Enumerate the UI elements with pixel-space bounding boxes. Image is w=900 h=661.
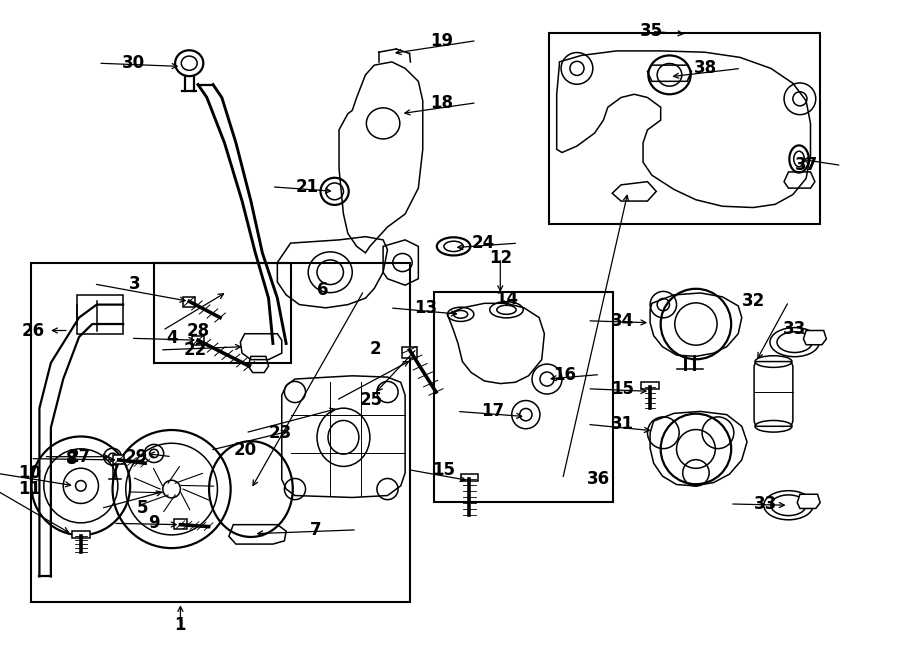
Text: 34: 34 [611, 312, 634, 330]
Text: 12: 12 [489, 249, 512, 267]
Bar [434, 292, 613, 502]
Polygon shape [461, 473, 478, 481]
Polygon shape [192, 336, 204, 346]
Polygon shape [175, 520, 186, 529]
Text: 21: 21 [295, 178, 319, 196]
Text: 31: 31 [611, 415, 634, 434]
Text: 14: 14 [495, 290, 518, 309]
Text: 17: 17 [481, 403, 504, 420]
Polygon shape [402, 347, 417, 358]
Text: 10: 10 [18, 464, 41, 482]
Text: 23: 23 [269, 424, 292, 442]
Polygon shape [804, 330, 826, 345]
Text: 37: 37 [795, 157, 818, 175]
Text: 24: 24 [472, 234, 494, 252]
Bar [31, 262, 410, 602]
Text: 16: 16 [554, 366, 576, 383]
Polygon shape [183, 297, 195, 307]
Text: 15: 15 [611, 380, 634, 398]
Text: 25: 25 [360, 391, 383, 409]
Text: 38: 38 [694, 59, 717, 77]
Text: 29: 29 [125, 447, 148, 466]
Text: 4: 4 [166, 329, 178, 347]
Text: 15: 15 [432, 461, 455, 479]
Text: 36: 36 [587, 471, 609, 488]
Text: 35: 35 [640, 22, 663, 40]
Text: 11: 11 [18, 480, 41, 498]
Text: 8: 8 [66, 449, 77, 467]
Text: 28: 28 [186, 321, 210, 340]
Text: 20: 20 [234, 442, 257, 459]
Polygon shape [797, 494, 820, 508]
Polygon shape [72, 531, 90, 537]
Text: 13: 13 [414, 299, 436, 317]
Text: 3: 3 [129, 275, 140, 293]
Text: 5: 5 [136, 500, 148, 518]
Text: 6: 6 [317, 282, 328, 299]
Text: 30: 30 [122, 54, 145, 72]
Text: 18: 18 [430, 94, 453, 112]
Text: 33: 33 [783, 320, 806, 338]
Text: 9: 9 [148, 514, 160, 532]
Text: 22: 22 [184, 341, 207, 359]
Bar [549, 33, 820, 223]
Bar [154, 262, 291, 363]
Text: 27: 27 [68, 447, 91, 466]
Text: 33: 33 [754, 495, 777, 513]
Text: 1: 1 [175, 616, 186, 634]
Text: 19: 19 [430, 32, 453, 50]
Polygon shape [113, 455, 124, 465]
Text: 7: 7 [310, 521, 321, 539]
Text: 2: 2 [370, 340, 382, 358]
Polygon shape [642, 381, 659, 389]
Text: 26: 26 [22, 321, 45, 340]
Text: 32: 32 [742, 292, 765, 311]
